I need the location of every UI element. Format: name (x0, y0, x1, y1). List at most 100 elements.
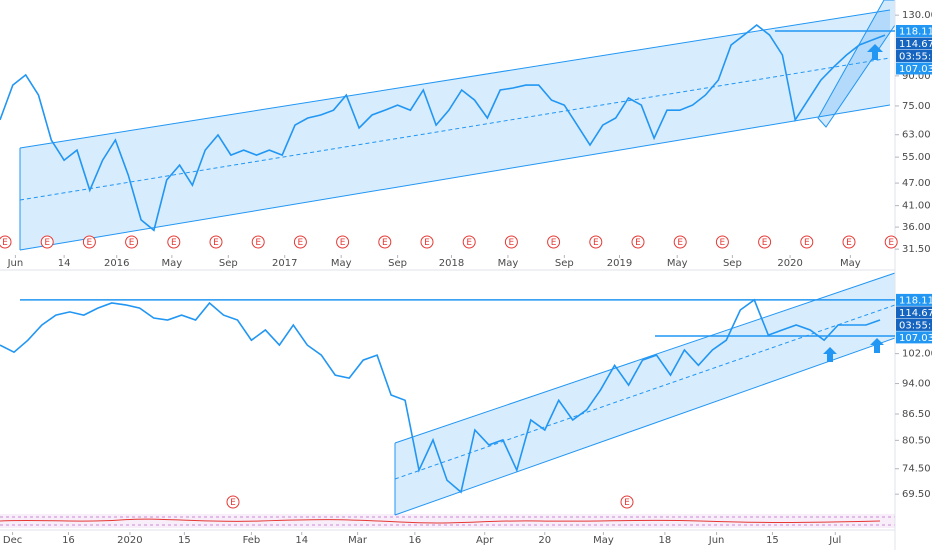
event-label: E (677, 238, 683, 248)
event-marker (167, 235, 181, 249)
y-tick-label: 102.00 (902, 349, 932, 360)
arrow-marker (867, 44, 883, 60)
price-badge-label: 114.67 (899, 308, 932, 319)
event-marker (589, 235, 603, 249)
y-tick-label: 55.00 (902, 152, 931, 163)
price-badge-label: 118.11 (899, 295, 932, 306)
event-label: E (382, 238, 388, 248)
event-marker (125, 235, 139, 249)
event-marker (842, 235, 856, 249)
x-tick-label: Sep (388, 258, 407, 269)
price-badge (896, 37, 932, 50)
price-badge (896, 49, 932, 62)
event-marker (40, 235, 54, 249)
event-label: E (424, 238, 430, 248)
channel-fill (395, 273, 895, 515)
x-tick-label: 15 (178, 535, 191, 546)
event-label: E (87, 238, 93, 248)
y-tick-label: 74.50 (902, 464, 931, 475)
event-marker (884, 235, 898, 249)
price-badge (896, 331, 932, 344)
channel-line (19, 104, 891, 251)
price-badge (896, 62, 932, 75)
price-badge-label: 03:55:37 (899, 51, 932, 62)
x-tick-label: 2016 (104, 258, 129, 269)
y-tick-label: 130.00 (902, 10, 932, 21)
price-badge-label: 107.03 (899, 64, 932, 75)
x-tick-label: 18 (659, 535, 672, 546)
x-tick-label: 2019 (607, 258, 632, 269)
event-label: E (171, 238, 177, 248)
event-label: E (635, 238, 641, 248)
y-tick-label: 31.50 (902, 244, 931, 255)
x-tick-label: Feb (243, 535, 261, 546)
event-label: E (2, 238, 8, 248)
x-tick-label: 2018 (439, 258, 464, 269)
event-label: E (255, 238, 261, 248)
x-tick-label: Jul (828, 535, 841, 546)
channel-mid (394, 304, 896, 480)
x-tick-label: Apr (476, 535, 494, 546)
y-tick-label: 80.50 (902, 435, 931, 446)
x-tick-label: 14 (295, 535, 308, 546)
x-tick-label: May (667, 258, 688, 269)
event-label: E (593, 238, 599, 248)
y-tick-label: 47.00 (902, 178, 931, 189)
event-marker (336, 235, 350, 249)
x-tick-label: 16 (408, 535, 421, 546)
price-line-series (0, 23, 886, 232)
price-badge (896, 293, 932, 306)
event-label: E (846, 238, 852, 248)
x-tick-label: May (162, 258, 183, 269)
event-marker (293, 235, 307, 249)
event-marker (82, 235, 96, 249)
x-tick-label: Sep (723, 258, 742, 269)
x-tick-label: 20 (538, 535, 551, 546)
x-tick-label: May (331, 258, 352, 269)
channel-fill (20, 10, 890, 250)
event-marker (378, 235, 392, 249)
x-tick-label: Sep (219, 258, 238, 269)
event-marker (758, 235, 772, 249)
y-tick-label: 75.00 (902, 101, 931, 112)
event-marker (547, 235, 561, 249)
y-tick-label: 36.00 (902, 222, 931, 233)
price-badge-label: 114.67 (899, 39, 932, 50)
x-tick-label: Mar (348, 535, 368, 546)
event-label: E (624, 498, 630, 508)
event-label: E (720, 238, 726, 248)
event-marker (0, 235, 12, 249)
event-marker (420, 235, 434, 249)
y-tick-label: 41.00 (902, 201, 931, 212)
event-label: E (551, 238, 557, 248)
channel-line (19, 9, 891, 149)
event-marker (226, 495, 240, 509)
x-tick-label: Jun (708, 535, 725, 546)
price-badge (896, 318, 932, 331)
event-marker (800, 235, 814, 249)
event-marker (462, 235, 476, 249)
x-tick-label: 2017 (272, 258, 297, 269)
event-marker (673, 235, 687, 249)
y-tick-label: 63.00 (902, 130, 931, 141)
x-tick-label: 16 (62, 535, 75, 546)
event-marker (631, 235, 645, 249)
event-label: E (213, 238, 219, 248)
event-marker (209, 235, 223, 249)
x-tick-label: May (840, 258, 861, 269)
event-marker (504, 235, 518, 249)
y-tick-label: 90.00 (902, 71, 931, 82)
x-tick-label: 2020 (777, 258, 802, 269)
rsi-line (0, 518, 881, 524)
event-marker (715, 235, 729, 249)
event-label: E (804, 238, 810, 248)
x-tick-label: Dec (3, 535, 22, 546)
event-label: E (129, 238, 135, 248)
event-label: E (44, 238, 50, 248)
y-tick-label: 94.00 (902, 379, 931, 390)
rsi-panel (0, 514, 895, 528)
price-badge (896, 306, 932, 319)
event-label: E (230, 498, 236, 508)
